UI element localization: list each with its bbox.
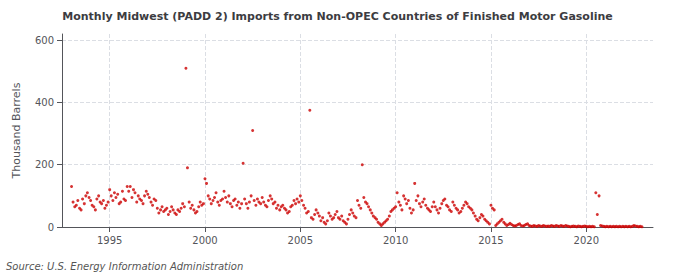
svg-text:2020: 2020	[574, 235, 599, 246]
svg-text:600: 600	[35, 35, 54, 46]
svg-text:Source: U.S. Energy Informatio: Source: U.S. Energy Information Administ…	[6, 261, 243, 272]
svg-text:Thousand Barrels: Thousand Barrels	[10, 82, 23, 179]
svg-text:2005: 2005	[288, 235, 313, 246]
svg-text:200: 200	[35, 159, 54, 170]
svg-text:Monthly Midwest (PADD 2) Impor: Monthly Midwest (PADD 2) Imports from No…	[62, 10, 612, 23]
svg-text:400: 400	[35, 97, 54, 108]
svg-text:1995: 1995	[97, 235, 122, 246]
svg-text:2000: 2000	[192, 235, 217, 246]
svg-text:0: 0	[48, 222, 54, 233]
svg-text:2015: 2015	[478, 235, 503, 246]
svg-text:2010: 2010	[383, 235, 408, 246]
